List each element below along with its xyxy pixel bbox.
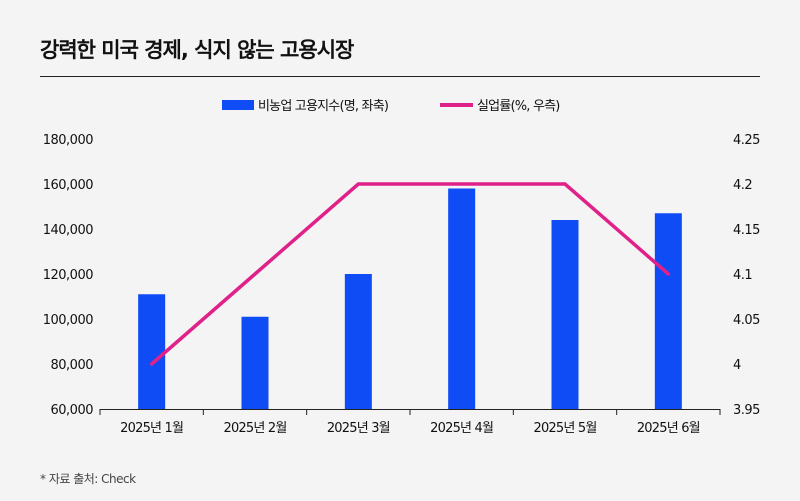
bar <box>344 274 372 409</box>
y-left-tick-label: 160,000 <box>43 178 93 193</box>
y-left-tick-label: 80,000 <box>51 358 94 373</box>
x-tick-label: 2025년 3월 <box>327 421 390 436</box>
y-left-tick-label: 180,000 <box>43 133 93 148</box>
y-right-tick-label: 4.2 <box>733 178 752 193</box>
source-note: * 자료 출처: Check <box>40 472 136 486</box>
y-right-tick-label: 4.25 <box>733 133 760 148</box>
bar <box>448 188 476 409</box>
x-tick-label: 2025년 4월 <box>430 421 493 436</box>
legend-swatch-bar <box>222 100 254 110</box>
y-left-tick-label: 60,000 <box>51 403 94 418</box>
y-right-tick-label: 4.15 <box>733 223 760 238</box>
bar <box>241 316 269 409</box>
chart-title: 강력한 미국 경제, 식지 않는 고용시장 <box>40 38 354 62</box>
x-tick-label: 2025년 1월 <box>120 421 183 436</box>
unemployment-line <box>149 182 671 366</box>
x-tick-label: 2025년 5월 <box>533 421 596 436</box>
legend-label-bar: 비농업 고용지수(명, 좌축) <box>258 99 388 114</box>
bar <box>654 213 682 409</box>
y-left-tick-label: 100,000 <box>43 313 93 328</box>
y-left-tick-label: 140,000 <box>43 223 93 238</box>
y-right-tick-label: 3.95 <box>733 403 760 418</box>
y-right-tick-label: 4.1 <box>733 268 752 283</box>
y-right-tick-label: 4 <box>733 358 741 373</box>
y-left-tick-label: 120,000 <box>43 268 93 283</box>
bar <box>551 220 579 409</box>
legend-label-line: 실업률(%, 우측) <box>477 99 560 114</box>
x-tick-label: 2025년 6월 <box>637 421 700 436</box>
title-divider <box>40 76 760 77</box>
bar <box>138 294 166 409</box>
y-right-tick-label: 4.05 <box>733 313 760 328</box>
x-tick-label: 2025년 2월 <box>223 421 286 436</box>
